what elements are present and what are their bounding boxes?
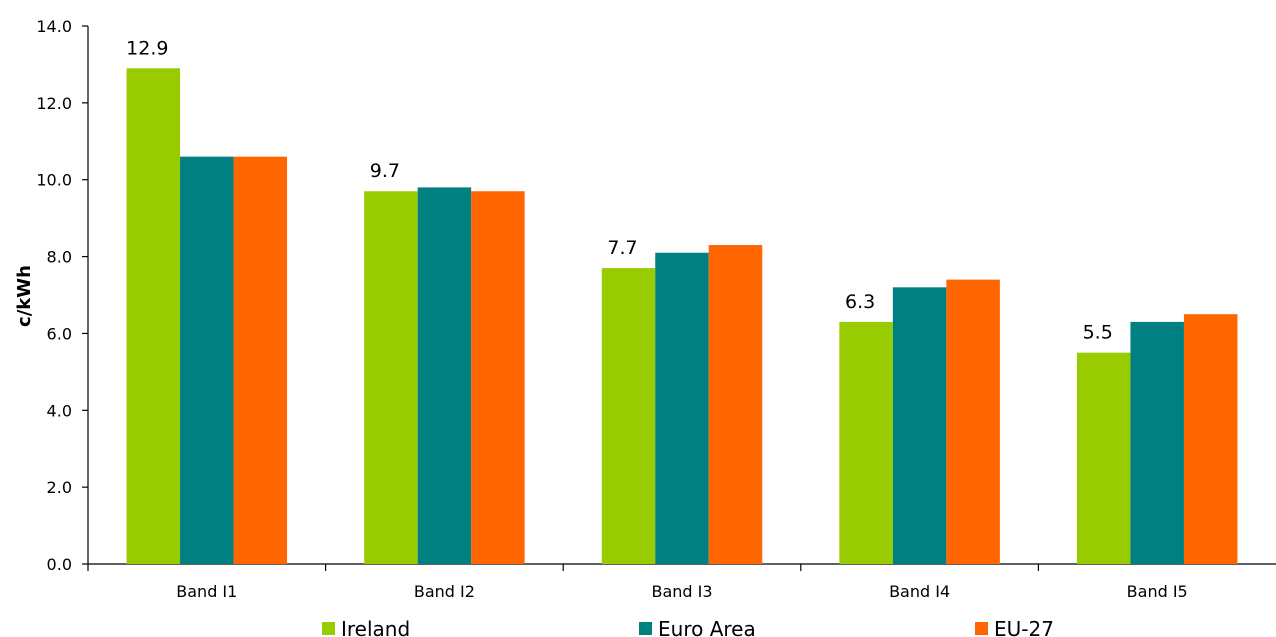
bar <box>892 287 947 564</box>
y-tick-label: 4.0 <box>47 401 72 420</box>
legend-swatch <box>975 622 988 635</box>
y-axis-label: c/kWh <box>14 265 35 327</box>
legend-label: Euro Area <box>658 617 756 637</box>
bar <box>1076 352 1131 564</box>
bars <box>126 68 1238 565</box>
data-label: 7.7 <box>607 237 637 259</box>
bar <box>364 191 418 564</box>
bar <box>708 245 763 565</box>
bar <box>471 191 525 564</box>
bar <box>233 156 288 564</box>
y-tick-label: 2.0 <box>47 478 72 497</box>
bar <box>1183 314 1238 564</box>
bar <box>839 321 893 564</box>
legend-label: EU-27 <box>994 617 1054 637</box>
bar <box>417 187 472 564</box>
bar <box>126 68 181 565</box>
legend-swatch <box>639 622 652 635</box>
y-tick-label: 6.0 <box>47 324 72 343</box>
x-axis: Band I1 Band I2 Band I3 Band I4 Band I5 <box>87 563 1276 601</box>
y-tick-label: 14.0 <box>36 17 72 36</box>
y-tick-label: 10.0 <box>36 171 72 190</box>
y-axis: 0.0 2.0 4.0 6.0 8.0 10.0 12.0 14.0 <box>36 17 89 574</box>
x-tick-label: Band I1 <box>176 582 237 601</box>
data-label: 5.5 <box>1083 322 1113 344</box>
bar <box>655 252 709 564</box>
bar <box>180 156 234 564</box>
x-tick-label: Band I4 <box>889 582 950 601</box>
bar <box>601 268 656 564</box>
x-tick-label: Band I5 <box>1127 582 1188 601</box>
data-label: 6.3 <box>845 291 875 313</box>
data-labels: 12.9 9.7 7.7 6.3 5.5 <box>126 37 1113 343</box>
bar <box>1130 321 1184 564</box>
y-tick-label: 0.0 <box>47 555 72 574</box>
bar <box>946 279 1000 564</box>
legend-label: Ireland <box>341 617 410 637</box>
data-label: 12.9 <box>126 37 168 59</box>
data-label: 9.7 <box>370 160 400 182</box>
legend: Ireland Euro Area EU-27 <box>322 617 1054 637</box>
y-tick-label: 12.0 <box>36 94 72 113</box>
legend-swatch <box>322 622 335 635</box>
y-tick-label: 8.0 <box>47 248 72 267</box>
x-tick-label: Band I2 <box>414 582 475 601</box>
x-tick-label: Band I3 <box>651 582 712 601</box>
